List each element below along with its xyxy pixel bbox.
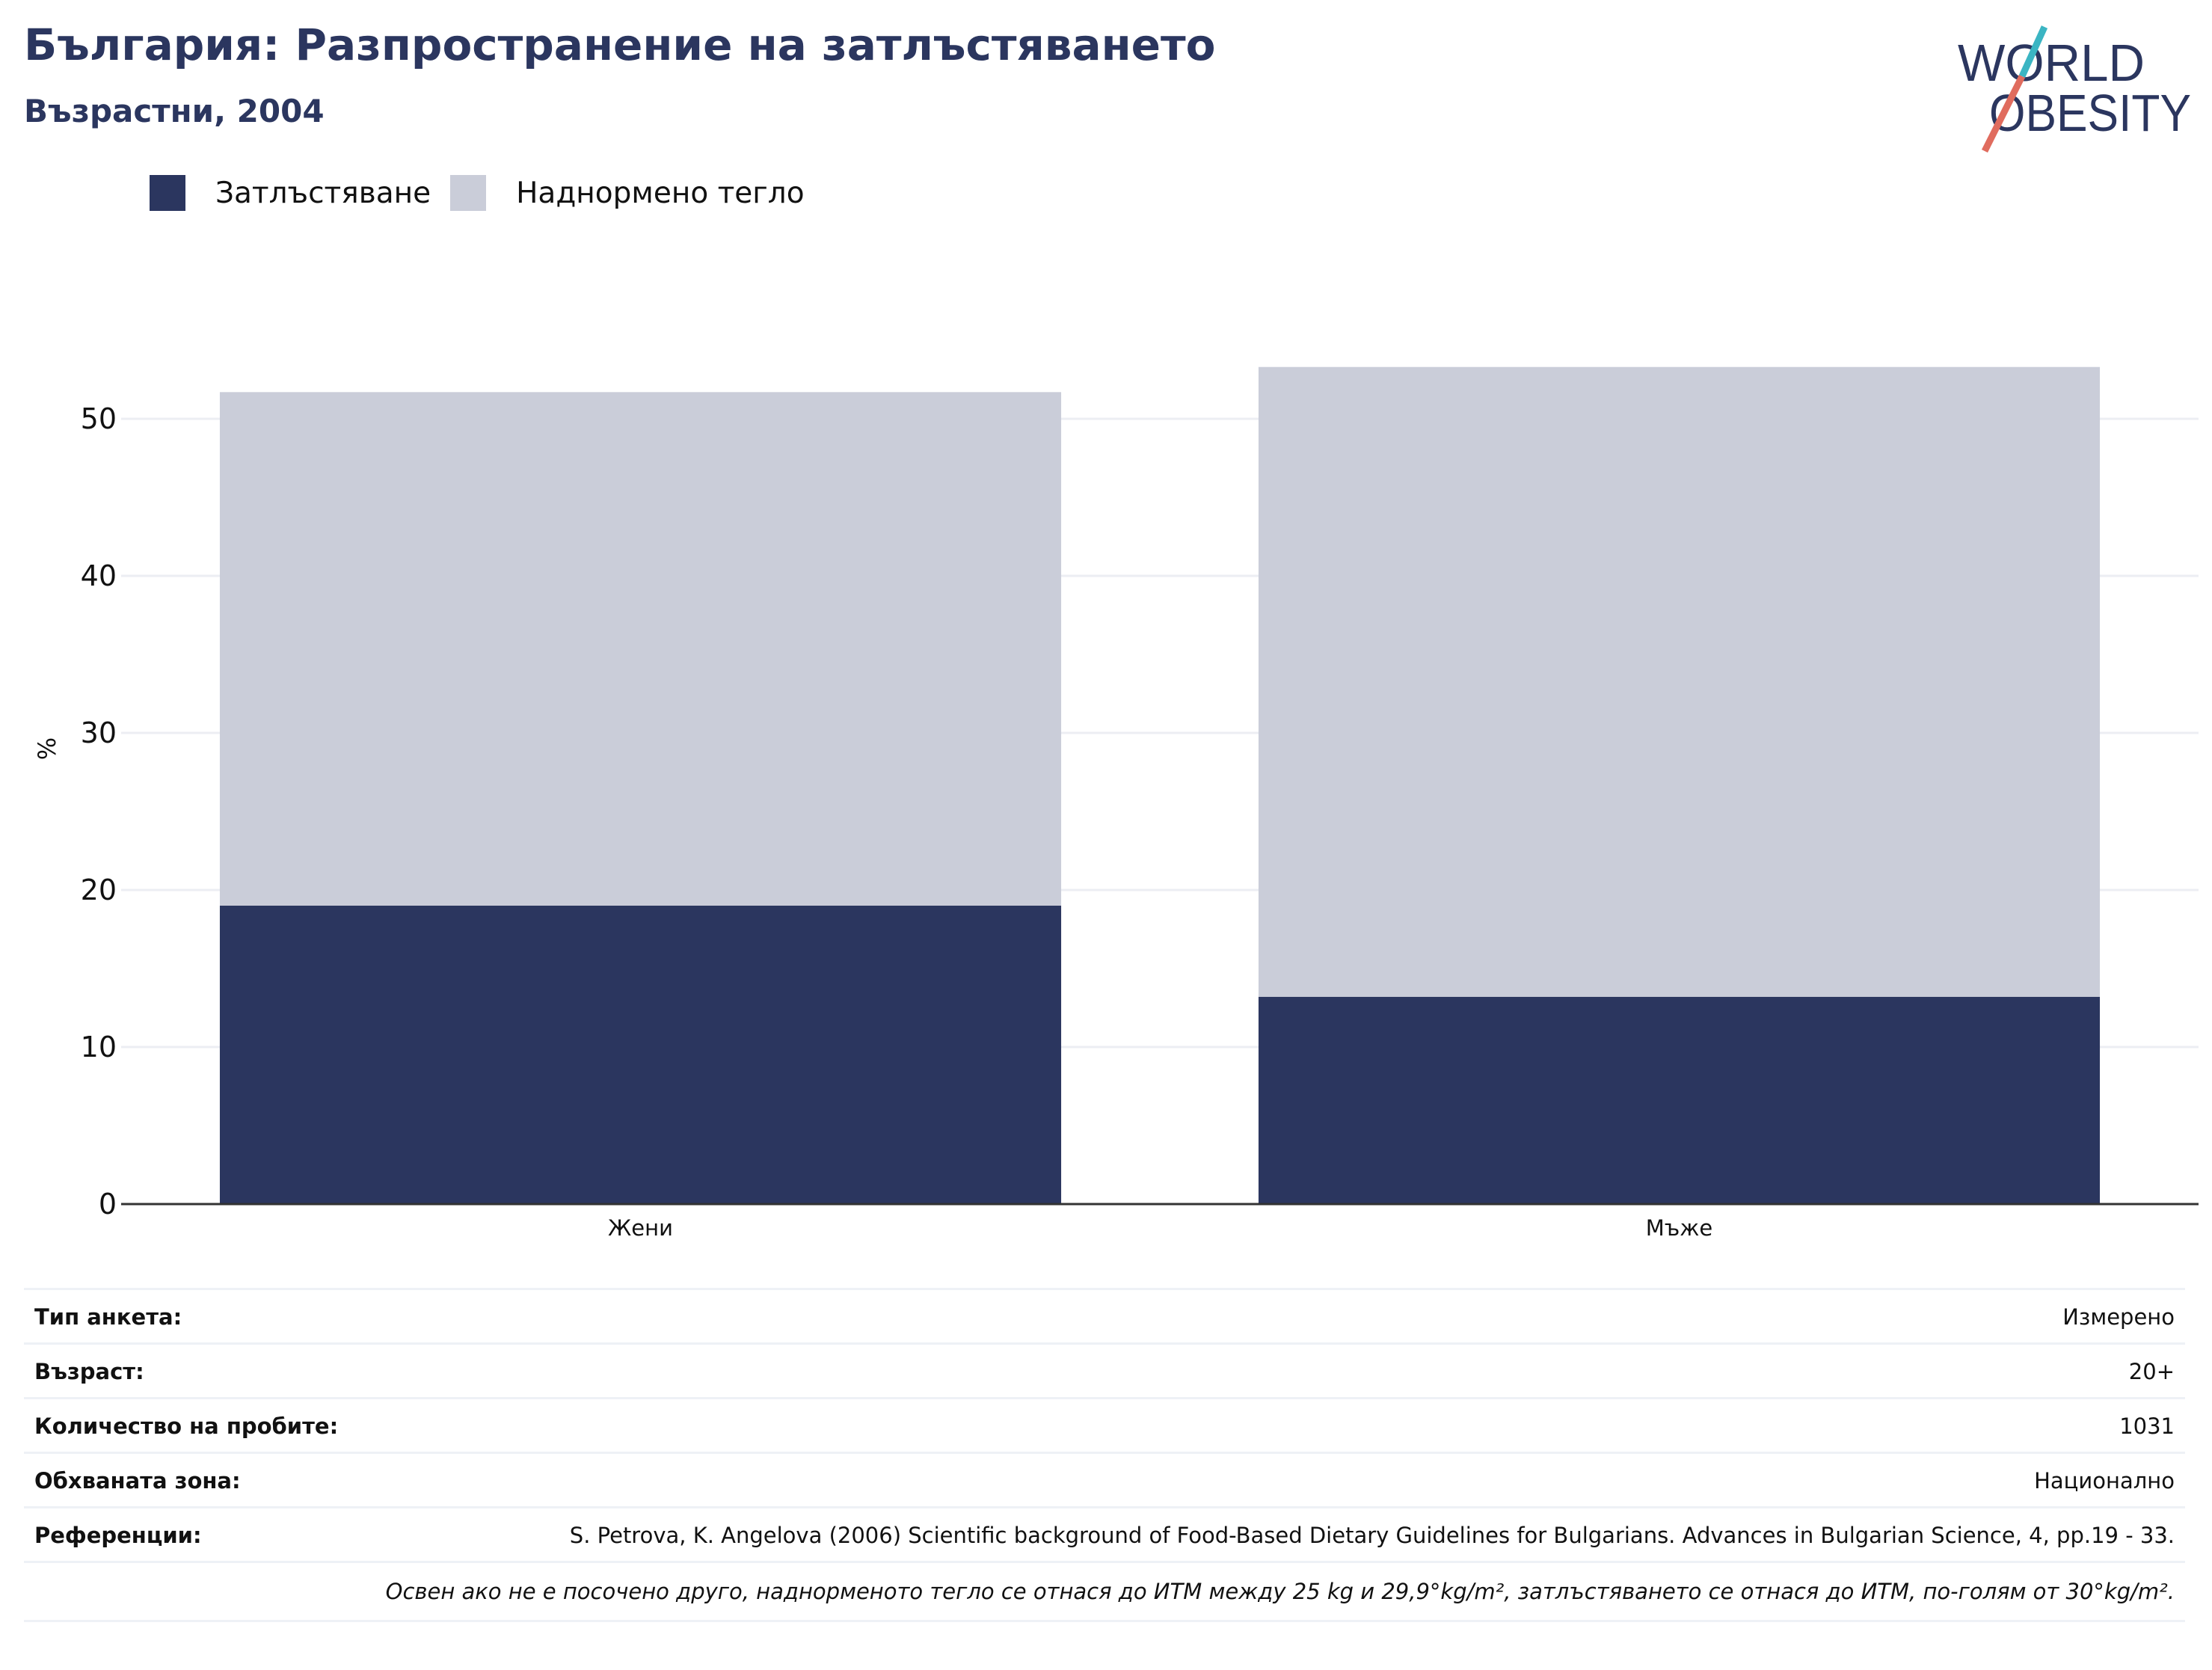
meta-row-survey-type: Тип анкета: Измерено	[24, 1288, 2185, 1342]
logo-slash-coral	[1981, 74, 2026, 153]
legend: Затлъстяване Наднормено тегло	[150, 172, 824, 214]
meta-row-references: Референции: S. Petrova, K. Angelova (200…	[24, 1506, 2185, 1561]
bar-obesity-1	[1258, 996, 2101, 1204]
meta-key-age: Възраст:	[34, 1359, 144, 1384]
chart-subtitle: Възрастни, 2004	[24, 93, 325, 129]
meta-value-survey-type: Измерено	[2062, 1304, 2175, 1330]
legend-label-obesity: Затлъстяване	[215, 176, 431, 210]
meta-key-references: Референции:	[34, 1523, 202, 1548]
meta-key-survey-type: Тип анкета:	[34, 1304, 182, 1330]
x-tick-label-0: Жени	[608, 1215, 673, 1241]
x-tick-label-1: Мъже	[1646, 1215, 1712, 1241]
meta-key-area-covered: Обхваната зона:	[34, 1468, 241, 1494]
legend-swatch-obesity	[150, 175, 185, 211]
y-tick-label-0: 0	[99, 1188, 117, 1221]
y-tick-label-20: 20	[81, 874, 117, 906]
meta-row-area-covered: Обхваната зона: Национално	[24, 1452, 2185, 1506]
meta-value-references: S. Petrova, K. Angelova (2006) Scientifi…	[569, 1523, 2175, 1548]
y-tick-label-50: 50	[81, 402, 117, 435]
meta-row-sample-size: Количество на пробите: 1031	[24, 1397, 2185, 1452]
chart-title: България: Разпространение на затлъстяван…	[24, 19, 1216, 70]
logo-slash-teal	[2018, 25, 2048, 78]
world-obesity-logo: WORLD OBESITY	[1958, 25, 2191, 153]
meta-value-area-covered: Национално	[2034, 1468, 2175, 1494]
meta-value-sample-size: 1031	[2119, 1413, 2175, 1439]
legend-item-obesity: Затлъстяване	[150, 175, 431, 211]
bar-overweight-1	[1258, 366, 2101, 997]
legend-swatch-overweight	[450, 175, 487, 211]
meta-key-sample-size: Количество на пробите:	[34, 1413, 339, 1439]
bar-chart: 0 10 20 30 40 50% Жени Мъже	[33, 366, 2199, 1241]
survey-info-table: Тип анкета: Измерено Възраст: 20+ Количе…	[24, 1288, 2185, 1622]
y-tick-label-40: 40	[81, 559, 117, 592]
definition-note: Освен ако не е посочено друго, наднормен…	[24, 1561, 2185, 1622]
logo-word-obesity: OBESITY	[1989, 84, 2191, 142]
legend-item-overweight: Наднормено тегло	[450, 175, 805, 211]
logo-word-world: WORLD	[1958, 34, 2145, 92]
meta-row-age: Възраст: 20+	[24, 1342, 2185, 1397]
bar-overweight-0	[219, 392, 1062, 906]
legend-label-overweight: Наднормено тегло	[516, 176, 805, 210]
y-axis-label: %	[33, 737, 61, 760]
meta-value-age: 20+	[2128, 1359, 2175, 1384]
y-tick-label-30: 30	[81, 716, 117, 749]
y-tick-label-10: 10	[81, 1031, 117, 1063]
bar-obesity-0	[219, 906, 1062, 1204]
